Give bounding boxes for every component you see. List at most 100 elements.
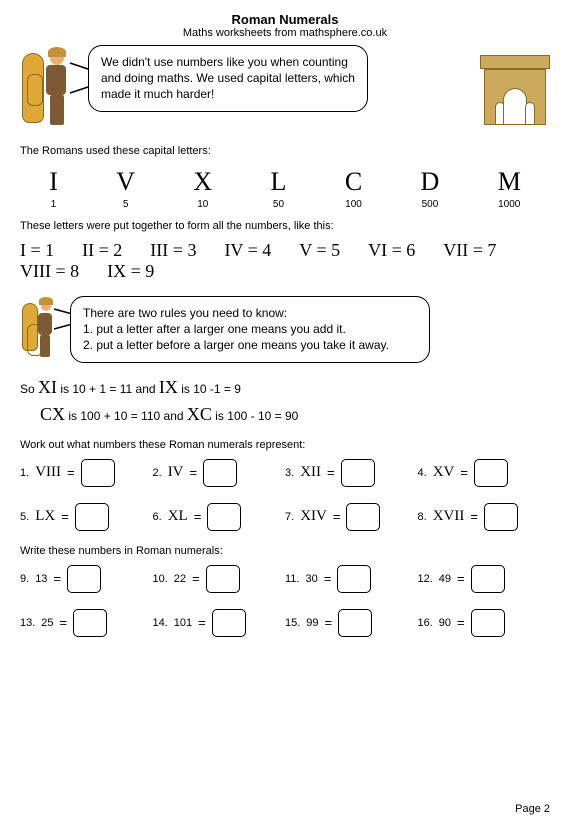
question-item: 2. IV = [153, 459, 286, 487]
question-value: XIV [300, 508, 327, 525]
answer-box[interactable] [338, 609, 372, 637]
question-number: 10. [153, 573, 168, 585]
equals-sign: = [324, 571, 332, 586]
page-subtitle: Maths worksheets from mathsphere.co.uk [20, 27, 550, 39]
section-2-label: Write these numbers in Roman numerals: [20, 545, 550, 557]
question-number: 7. [285, 511, 294, 523]
answer-box[interactable] [346, 503, 380, 531]
example-cx-xc: CX is 100 + 10 = 110 and XC is 100 - 10 … [40, 404, 550, 425]
example-xi-ix: So XI is 10 + 1 = 11 and IX is 10 -1 = 9 [20, 377, 550, 398]
equals-sign: = [333, 509, 341, 524]
question-item: 8. XVII = [418, 503, 551, 531]
answer-box[interactable] [471, 565, 505, 593]
speech-text-1: We didn't use numbers like you when coun… [101, 55, 355, 101]
example-item: VIII = 8 [20, 261, 79, 282]
equals-sign: = [457, 571, 465, 586]
letter-cell: V 5 [116, 167, 135, 210]
letter-cell: C 100 [345, 167, 362, 210]
question-number: 16. [418, 617, 433, 629]
roman-letter: L [271, 167, 287, 197]
questions-2-grid: 9. 13 = 10. 22 = 11. 30 = 12. 49 = 13. 2… [20, 565, 550, 637]
ix-explain: is 10 -1 = 9 [181, 382, 241, 396]
answer-box[interactable] [337, 565, 371, 593]
equals-sign: = [67, 465, 75, 480]
examples-row: I = 1II = 2III = 3IV = 4V = 5VI = 6VII =… [20, 240, 550, 282]
answer-box[interactable] [212, 609, 246, 637]
roman-cx: CX [40, 404, 65, 424]
equals-sign: = [194, 509, 202, 524]
letter-value: 1000 [498, 199, 521, 210]
rule-2: 2. put a letter before a larger one mean… [83, 337, 417, 353]
example-item: II = 2 [82, 240, 122, 261]
so-prefix: So [20, 382, 38, 396]
question-item: 7. XIV = [285, 503, 418, 531]
question-number: 1. [20, 467, 29, 479]
worksheet-header: Roman Numerals Maths worksheets from mat… [20, 12, 550, 39]
answer-box[interactable] [341, 459, 375, 487]
question-item: 3. XII = [285, 459, 418, 487]
answer-box[interactable] [203, 459, 237, 487]
equals-sign: = [192, 571, 200, 586]
letter-cell: I 1 [49, 167, 58, 210]
question-value: XL [168, 508, 188, 525]
xi-explain: is 10 + 1 = 11 and [60, 382, 159, 396]
question-value: XII [300, 464, 321, 481]
example-item: VII = 7 [443, 240, 496, 261]
answer-box[interactable] [75, 503, 109, 531]
letter-value: 50 [271, 199, 287, 210]
section-1-label: Work out what numbers these Roman numera… [20, 439, 550, 451]
question-item: 15. 99 = [285, 609, 418, 637]
question-number: 14. [153, 617, 168, 629]
letter-cell: D 500 [421, 167, 440, 210]
answer-box[interactable] [484, 503, 518, 531]
question-value: 90 [439, 617, 451, 629]
roman-letter: M [498, 167, 521, 197]
answer-box[interactable] [81, 459, 115, 487]
question-number: 11. [285, 573, 299, 585]
letter-cell: M 1000 [498, 167, 521, 210]
roman-xi: XI [38, 377, 57, 397]
roman-letters-row: I 1 V 5 X 10 L 50 C 100 D 500 M 1000 [20, 167, 550, 210]
question-item: 4. XV = [418, 459, 551, 487]
answer-box[interactable] [207, 503, 241, 531]
answer-box[interactable] [206, 565, 240, 593]
roman-letter: I [49, 167, 58, 197]
question-item: 11. 30 = [285, 565, 418, 593]
questions-1-grid: 1. VIII = 2. IV = 3. XII = 4. XV = 5. LX… [20, 459, 550, 531]
intro-text-2: These letters were put together to form … [20, 220, 550, 232]
roman-letter: X [193, 167, 212, 197]
question-number: 6. [153, 511, 162, 523]
letter-value: 5 [116, 199, 135, 210]
question-number: 3. [285, 467, 294, 479]
equals-sign: = [198, 615, 206, 630]
roman-letter: V [116, 167, 135, 197]
example-item: III = 3 [150, 240, 196, 261]
question-number: 2. [153, 467, 162, 479]
question-item: 5. LX = [20, 503, 153, 531]
example-item: V = 5 [299, 240, 340, 261]
example-item: IX = 9 [107, 261, 154, 282]
page-title: Roman Numerals [20, 12, 550, 27]
roman-xc: XC [187, 404, 212, 424]
speech-bubble-1: We didn't use numbers like you when coun… [88, 45, 368, 112]
cx-explain: is 100 + 10 = 110 and [68, 409, 187, 423]
arch-illustration [480, 55, 550, 125]
rules-heading: There are two rules you need to know: [83, 305, 417, 321]
answer-box[interactable] [474, 459, 508, 487]
equals-sign: = [61, 509, 69, 524]
question-value: XVII [433, 508, 465, 525]
question-value: IV [168, 464, 184, 481]
equals-sign: = [190, 465, 198, 480]
letter-value: 10 [193, 199, 212, 210]
question-value: 25 [41, 617, 53, 629]
question-number: 5. [20, 511, 29, 523]
roman-ix: IX [159, 377, 178, 397]
answer-box[interactable] [73, 609, 107, 637]
equals-sign: = [470, 509, 478, 524]
question-item: 14. 101 = [153, 609, 286, 637]
answer-box[interactable] [471, 609, 505, 637]
answer-box[interactable] [67, 565, 101, 593]
question-item: 13. 25 = [20, 609, 153, 637]
rules-row: There are two rules you need to know: 1.… [20, 296, 550, 363]
question-item: 9. 13 = [20, 565, 153, 593]
